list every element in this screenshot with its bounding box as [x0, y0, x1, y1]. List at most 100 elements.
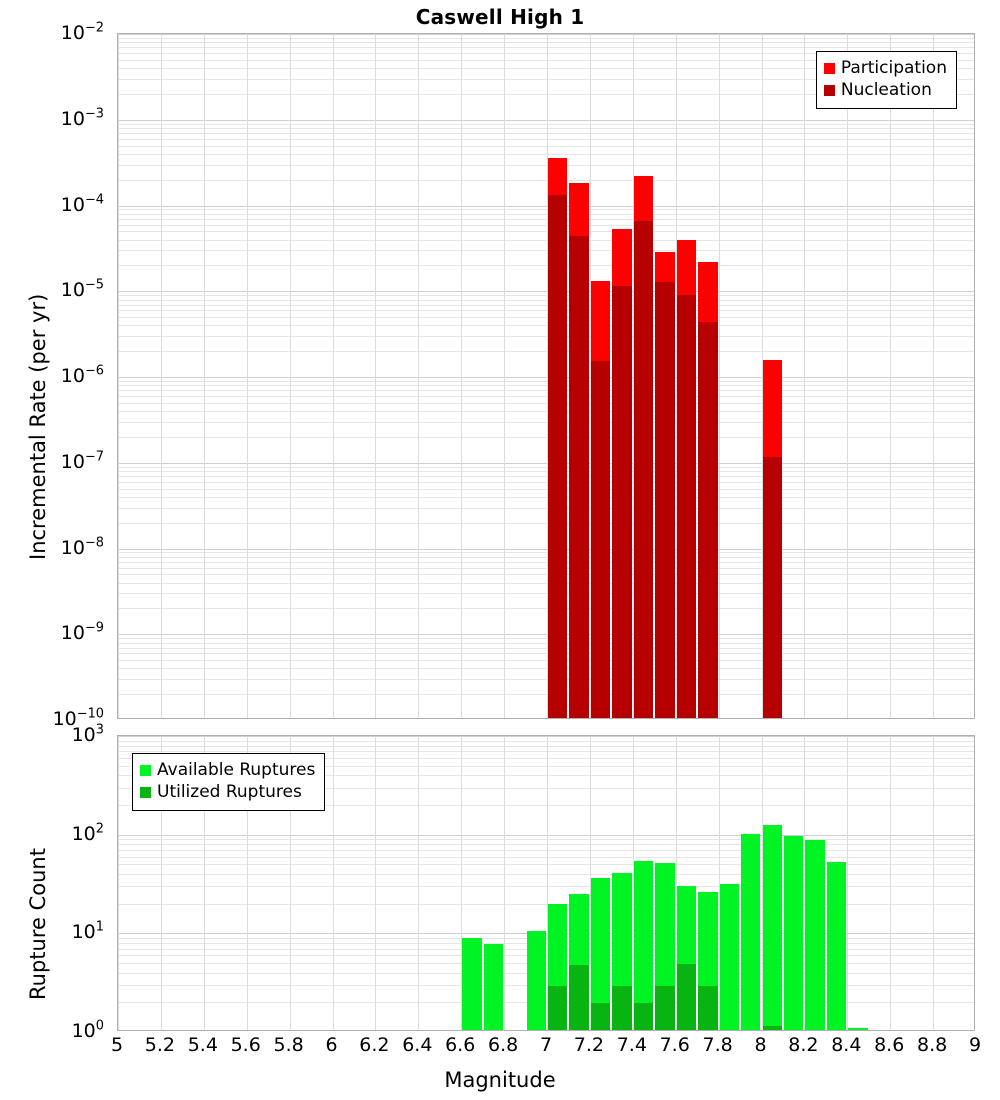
- y-tick-label: 10−7: [60, 449, 104, 473]
- y-axis-ticks-top: 10−2 10−3 10−4 10−5 10−6 10−7 10−8 10−9 10−10: [0, 22, 112, 730]
- gridline-horizontal: [118, 608, 974, 610]
- gridline-vertical: [375, 34, 377, 718]
- bar-incremental-rate: [548, 34, 568, 718]
- x-tick-label: 7.6: [659, 1034, 690, 1056]
- y-tick-label: 10−2: [60, 20, 104, 44]
- x-tick-label: 8.2: [788, 1034, 819, 1056]
- y-tick-label: 103: [71, 722, 104, 746]
- gridline-horizontal: [118, 93, 974, 95]
- gridline-horizontal: [118, 291, 974, 293]
- y-tick-label: 100: [71, 1018, 104, 1042]
- gridline-horizontal: [118, 250, 974, 252]
- bar-rupture-count: [698, 736, 718, 1030]
- gridline-vertical: [418, 736, 420, 1030]
- gridline-horizontal: [118, 1002, 974, 1004]
- gridline-horizontal: [118, 864, 974, 866]
- bar-incremental-rate: [612, 34, 632, 718]
- gridline-horizontal: [118, 736, 974, 737]
- gridline-vertical: [718, 736, 720, 1030]
- x-tick-label: 7: [539, 1034, 553, 1056]
- x-tick-label: 5.2: [144, 1034, 175, 1056]
- y-tick-label: 10−9: [60, 620, 104, 645]
- bar-incremental-rate: [633, 34, 654, 718]
- gridline-horizontal: [118, 164, 974, 166]
- bar-rupture-count: [526, 736, 546, 1030]
- bar-incremental-rate: [655, 34, 675, 718]
- gridline-horizontal: [118, 787, 974, 789]
- x-tick-label: 6: [325, 1034, 338, 1056]
- gridline-horizontal: [118, 466, 974, 468]
- gridline-vertical: [847, 34, 849, 718]
- bar-segment-utilized: [762, 1025, 782, 1030]
- y-tick-label: 10−10: [52, 706, 104, 730]
- gridline-vertical: [890, 34, 892, 718]
- gridline-vertical: [375, 736, 377, 1030]
- gridline-vertical: [246, 34, 248, 718]
- gridline-horizontal: [118, 834, 974, 836]
- gridline-vertical: [203, 34, 205, 718]
- gridline-horizontal: [118, 59, 974, 61]
- gridline-horizontal: [118, 638, 974, 640]
- gridline-horizontal: [118, 694, 974, 696]
- gridline-horizontal: [118, 239, 974, 241]
- gridline-horizontal: [118, 903, 974, 905]
- bar-segment-available: [741, 833, 761, 1030]
- x-tick-label: 5.4: [187, 1034, 218, 1056]
- bars-rupture-count: [118, 736, 974, 1030]
- gridline-horizontal: [118, 552, 974, 554]
- bar-segment-utilized: [676, 963, 697, 1030]
- bars-incremental-rate: [118, 34, 974, 718]
- gridline-horizontal: [118, 390, 974, 392]
- gridline-horizontal: [118, 42, 974, 44]
- gridline-vertical: [246, 736, 248, 1030]
- gridline-horizontal: [118, 963, 974, 965]
- bar-rupture-count: [590, 736, 611, 1030]
- bar-segment-nucleation: [762, 457, 782, 718]
- bar-segment-available: [826, 862, 847, 1030]
- gridline-horizontal: [118, 844, 974, 846]
- gridline-horizontal: [118, 653, 974, 655]
- gridline-horizontal: [118, 561, 974, 563]
- gridline-horizontal: [118, 436, 974, 438]
- gridline-vertical: [461, 34, 463, 718]
- bar-segment-available: [483, 943, 504, 1030]
- legend-label: Available Ruptures: [157, 760, 316, 780]
- gridline-horizontal: [118, 476, 974, 478]
- gridline-vertical: [761, 34, 763, 718]
- gridline-vertical: [418, 34, 420, 718]
- gridline-horizontal: [118, 402, 974, 404]
- gridline-horizontal: [118, 325, 974, 327]
- gridline-horizontal: [118, 231, 974, 233]
- page-title: Caswell High 1: [415, 5, 585, 29]
- gridline-vertical: [847, 736, 849, 1030]
- bar-segment-available: [783, 836, 804, 1030]
- legend-swatch-icon: [823, 85, 835, 97]
- gridline-horizontal: [118, 299, 974, 301]
- gridline-horizontal: [118, 660, 974, 662]
- gridline-horizontal: [118, 548, 974, 550]
- bar-segment-nucleation: [548, 195, 568, 718]
- bar-segment-nucleation: [676, 295, 697, 718]
- legend-incremental-rate: Participation Nucleation: [815, 51, 957, 109]
- gridline-vertical: [933, 34, 935, 718]
- gridline-vertical: [160, 736, 162, 1030]
- gridline-horizontal: [118, 488, 974, 490]
- bar-segment-available: [462, 938, 482, 1030]
- gridline-horizontal: [118, 119, 974, 121]
- gridline-horizontal: [118, 593, 974, 595]
- gridline-horizontal: [118, 128, 974, 130]
- legend-label: Utilized Ruptures: [157, 782, 302, 803]
- x-tick-label: 5.8: [273, 1034, 304, 1056]
- y-axis-ticks-bottom: 103 102 101 100: [0, 724, 112, 1042]
- bar-segment-nucleation: [612, 285, 632, 718]
- gridline-horizontal: [118, 522, 974, 524]
- gridline-horizontal: [118, 351, 974, 353]
- gridline-horizontal: [118, 972, 974, 974]
- gridline-vertical: [804, 736, 806, 1030]
- gridline-horizontal: [118, 295, 974, 297]
- bar-segment-available: [719, 884, 740, 1030]
- gridline-horizontal: [118, 849, 974, 851]
- gridline-horizontal: [118, 396, 974, 398]
- bar-segment-utilized: [548, 985, 568, 1030]
